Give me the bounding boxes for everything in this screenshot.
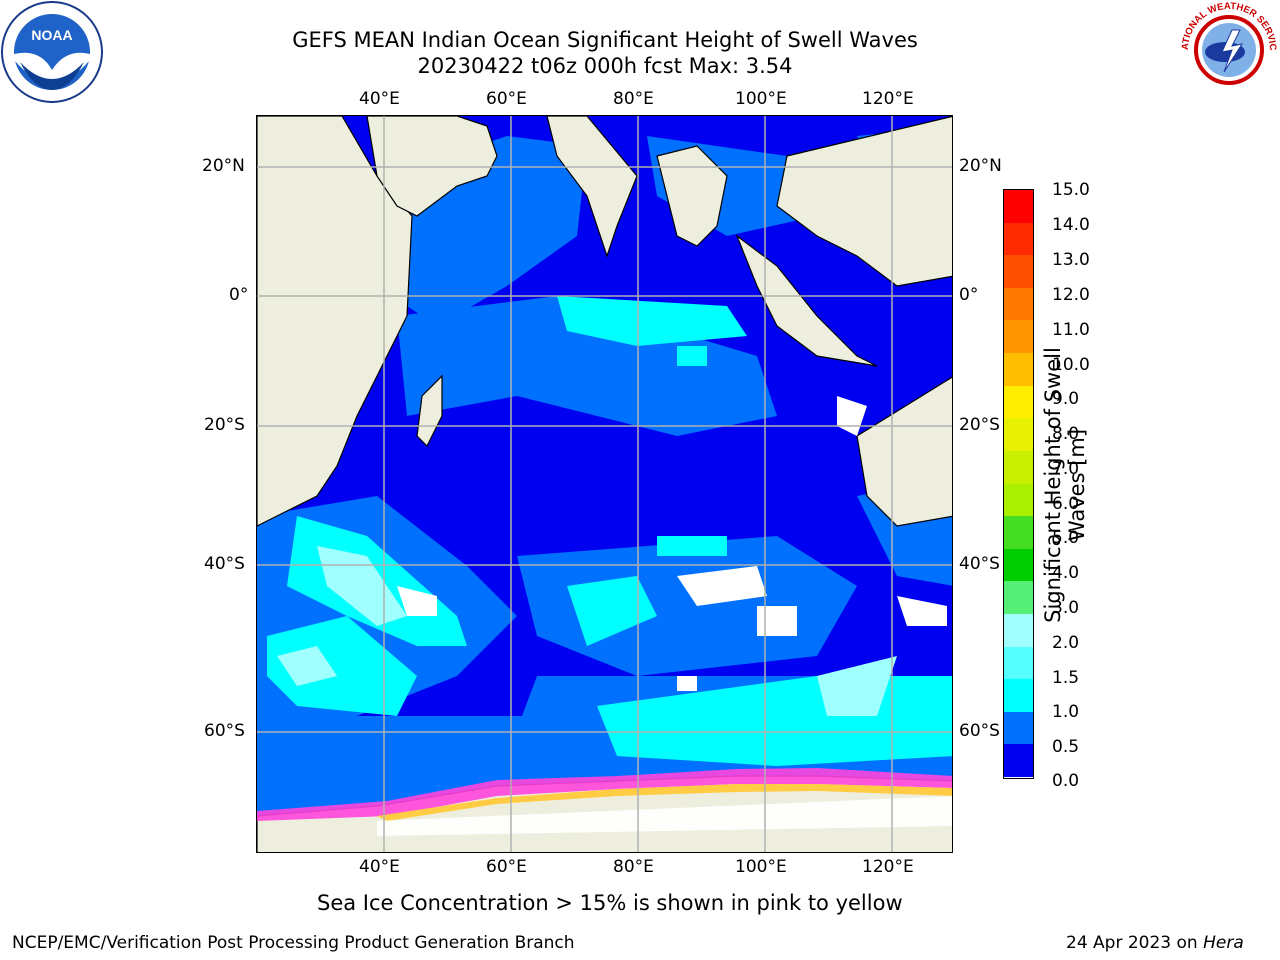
colorbar-label: 0.5 — [1052, 737, 1080, 757]
map-plot-area — [256, 115, 953, 853]
colorbar-segment — [1004, 646, 1033, 680]
colorbar-label: 3.0 — [1052, 598, 1080, 618]
lon-tick-bottom: 120°E — [862, 857, 914, 877]
colorbar-label: 0.0 — [1052, 771, 1080, 791]
sea-ice-pink-band — [257, 768, 952, 821]
colorbar-segment — [1004, 744, 1033, 778]
lon-tick-top: 100°E — [735, 89, 787, 109]
colorbar-label: 5.0 — [1052, 528, 1080, 548]
footer-left: NCEP/EMC/Verification Post Processing Pr… — [12, 933, 575, 953]
colorbar — [1003, 189, 1034, 779]
colorbar-label: 11.0 — [1052, 320, 1090, 340]
lon-tick-top: 60°E — [486, 89, 527, 109]
colorbar-label: 4.0 — [1052, 563, 1080, 583]
nws-logo: NATIONAL WEATHER SERVICE — [1178, 0, 1278, 98]
map-canvas — [257, 116, 952, 852]
lat-tick-left: 40°S — [204, 554, 245, 574]
sea-ice-yellow-band — [377, 784, 952, 821]
lon-tick-top: 40°E — [359, 89, 400, 109]
lon-tick-top: 80°E — [613, 89, 654, 109]
colorbar-segment — [1004, 222, 1033, 256]
colorbar-segment — [1004, 418, 1033, 452]
sea-ice-caption: Sea Ice Concentration > 15% is shown in … — [317, 891, 903, 915]
colorbar-label: 15.0 — [1052, 180, 1090, 200]
colorbar-label: 14.0 — [1052, 215, 1090, 235]
colorbar-label: 9.0 — [1052, 389, 1080, 409]
colorbar-segment — [1004, 190, 1033, 223]
lat-tick-right: 60°S — [959, 721, 1000, 741]
lat-tick-left: 0° — [229, 285, 249, 305]
footer-host: Hera — [1203, 933, 1244, 953]
colorbar-label: 7.0 — [1052, 459, 1080, 479]
colorbar-segment — [1004, 548, 1033, 582]
lat-tick-right: 20°N — [959, 156, 1002, 176]
colorbar-title: Significant Height of Swell Waves [m] — [1041, 347, 1089, 623]
colorbar-segment — [1004, 255, 1033, 289]
land-masses — [257, 116, 952, 527]
colorbar-segment — [1004, 287, 1033, 321]
colorbar-label: 13.0 — [1052, 250, 1090, 270]
colorbar-segment — [1004, 320, 1033, 354]
colorbar-label: 1.0 — [1052, 702, 1080, 722]
lon-tick-bottom: 40°E — [359, 857, 400, 877]
colorbar-label: 2.0 — [1052, 633, 1080, 653]
lon-tick-bottom: 80°E — [613, 857, 654, 877]
title-line-1: GEFS MEAN Indian Ocean Significant Heigh… — [292, 28, 918, 52]
footer-right: 24 Apr 2023 on Hera — [1066, 933, 1244, 953]
lat-tick-right: 0° — [959, 285, 979, 305]
colorbar-segment — [1004, 516, 1033, 550]
colorbar-segment — [1004, 353, 1033, 387]
colorbar-label: 8.0 — [1052, 424, 1080, 444]
lon-tick-bottom: 60°E — [486, 857, 527, 877]
colorbar-segment — [1004, 385, 1033, 419]
colorbar-segment — [1004, 679, 1033, 713]
colorbar-label: 6.0 — [1052, 494, 1080, 514]
colorbar-segment — [1004, 483, 1033, 517]
map-grid — [257, 116, 952, 852]
title-line-2: 20230422 t06z 000h fcst Max: 3.54 — [417, 54, 793, 78]
lat-tick-right: 20°S — [959, 415, 1000, 435]
footer-date: 24 Apr 2023 on — [1066, 933, 1204, 953]
colorbar-segment — [1004, 613, 1033, 647]
noaa-logo: NOAA — [1, 1, 103, 103]
lat-tick-left: 20°S — [204, 415, 245, 435]
lat-tick-left: 60°S — [204, 721, 245, 741]
lat-tick-left: 20°N — [202, 156, 245, 176]
lat-tick-right: 40°S — [959, 554, 1000, 574]
colorbar-label: 1.5 — [1052, 668, 1080, 688]
colorbar-label: 10.0 — [1052, 355, 1090, 375]
colorbar-segment — [1004, 450, 1033, 484]
colorbar-segment — [1004, 581, 1033, 615]
colorbar-segment — [1004, 711, 1033, 745]
colorbar-label: 12.0 — [1052, 285, 1090, 305]
noaa-logo-text: NOAA — [31, 27, 72, 43]
lon-tick-bottom: 100°E — [735, 857, 787, 877]
lon-tick-top: 120°E — [862, 89, 914, 109]
ice-shelf-white — [377, 796, 952, 836]
